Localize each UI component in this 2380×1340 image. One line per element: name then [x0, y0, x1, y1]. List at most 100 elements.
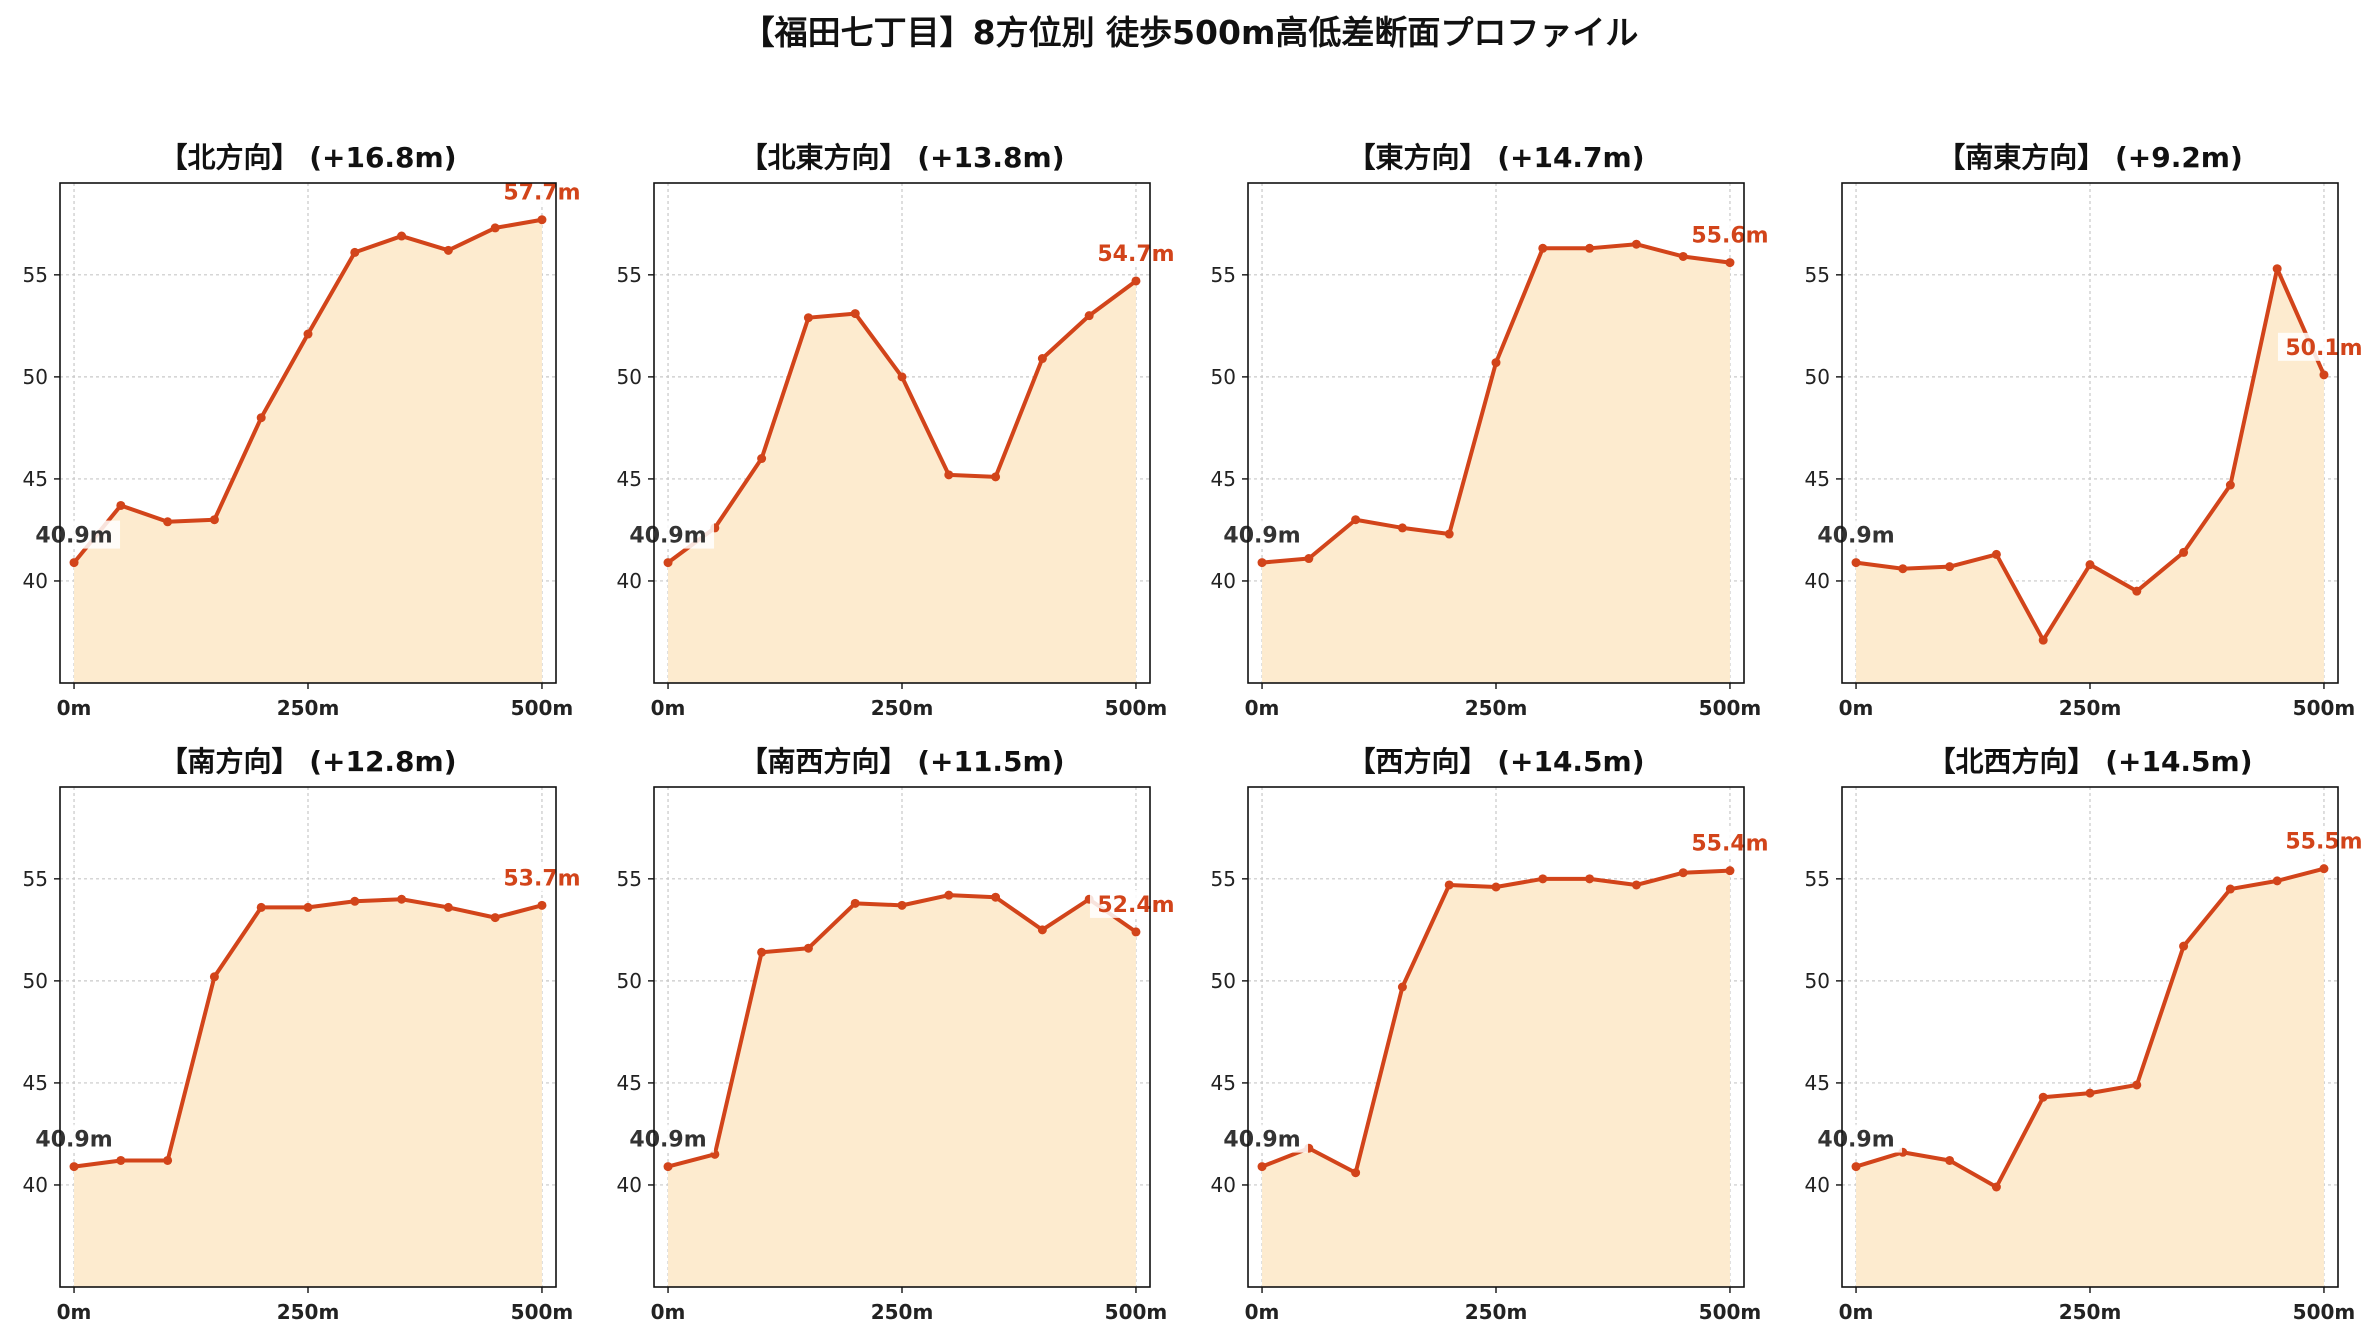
elevation-point: [1945, 1155, 1955, 1165]
x-tick-label: 500m: [2293, 696, 2356, 720]
y-tick-label: 40: [23, 569, 48, 593]
elevation-point: [1257, 558, 1267, 568]
elevation-area: [1262, 244, 1730, 683]
elevation-point: [2085, 560, 2095, 570]
elevation-point: [537, 900, 547, 910]
elevation-point: [1538, 874, 1548, 884]
elevation-point: [2225, 480, 2235, 490]
end-label-bg: [2277, 332, 2360, 361]
elevation-point: [116, 1155, 126, 1165]
elevation-point: [2132, 1080, 2142, 1090]
y-tick-label: 40: [617, 1173, 642, 1197]
elevation-point: [163, 517, 173, 527]
profile-panel: 【南方向】 (+12.8m) 40.9m 53.7m 40 45 50 55 0m 250m 50…: [23, 745, 581, 1324]
end-label: 55.6m: [1691, 224, 1768, 249]
y-tick-label: 40: [1805, 569, 1830, 593]
end-label: 50.1m: [2285, 336, 2362, 361]
y-tick-label: 55: [617, 263, 642, 287]
elevation-point: [1538, 243, 1548, 253]
y-tick-label: 50: [1805, 969, 1830, 993]
elevation-point: [944, 470, 954, 480]
elevation-point: [897, 372, 907, 382]
elevation-point: [443, 902, 453, 912]
start-label-bg: [1226, 1124, 1309, 1153]
profile-panel: 【北方向】 (+16.8m) 40.9m 57.7m 40 45 50 55 0m 250m 50…: [23, 141, 581, 720]
profile-panel: 【北東方向】 (+13.8m) 40.9m 54.7m 40 45 50 55 0m 250m 5…: [617, 141, 1175, 720]
elevation-point: [803, 313, 813, 323]
elevation-point: [350, 247, 360, 257]
y-tick-label: 55: [1805, 263, 1830, 287]
elevation-point: [209, 515, 219, 525]
panel-title: 【北西方向】 (+14.5m): [1927, 745, 2252, 778]
panel-title: 【南方向】 (+12.8m): [159, 745, 456, 778]
x-tick-label: 250m: [871, 696, 934, 720]
profile-panel: 【西方向】 (+14.5m) 40.9m 55.4m 40 45 50 55 0m 250m 50…: [1211, 745, 1769, 1324]
end-label-bg: [2277, 826, 2360, 855]
start-label: 40.9m: [1817, 1128, 1894, 1153]
end-label: 55.4m: [1691, 832, 1768, 857]
elevation-point: [443, 245, 453, 255]
panel-title: 【南東方向】 (+9.2m): [1937, 141, 2243, 174]
y-tick-label: 50: [617, 365, 642, 389]
elevation-point: [1991, 549, 2001, 559]
x-tick-label: 500m: [1105, 1300, 1168, 1324]
elevation-point: [1491, 882, 1501, 892]
elevation-point: [69, 1162, 79, 1172]
end-label: 55.5m: [2285, 830, 2362, 855]
end-label-bg: [1089, 889, 1172, 918]
elevation-point: [1585, 874, 1595, 884]
start-label: 40.9m: [35, 524, 112, 549]
elevation-point: [1945, 562, 1955, 572]
elevation-area: [1856, 868, 2324, 1287]
end-label: 53.7m: [503, 866, 580, 891]
elevation-point: [2272, 264, 2282, 274]
elevation-point: [2179, 547, 2189, 557]
elevation-point: [1304, 554, 1314, 564]
start-label: 40.9m: [1223, 524, 1300, 549]
x-tick-label: 500m: [2293, 1300, 2356, 1324]
y-tick-label: 45: [1805, 1071, 1830, 1095]
elevation-point: [1397, 523, 1407, 533]
end-label: 52.4m: [1097, 893, 1174, 918]
end-label-bg: [1683, 828, 1766, 857]
elevation-point: [163, 1155, 173, 1165]
elevation-point: [397, 894, 407, 904]
elevation-point: [397, 231, 407, 241]
x-tick-label: 250m: [1465, 1300, 1528, 1324]
end-label: 54.7m: [1097, 242, 1174, 267]
elevation-area: [74, 899, 542, 1287]
x-tick-label: 0m: [1245, 696, 1280, 720]
x-tick-label: 500m: [1699, 1300, 1762, 1324]
elevation-point: [1631, 880, 1641, 890]
start-label: 40.9m: [629, 524, 706, 549]
figure-title: 【福田七丁目】8方位別 徒歩500m高低差断面プロファイル: [742, 13, 1639, 52]
y-tick-label: 40: [617, 569, 642, 593]
y-tick-label: 55: [1805, 867, 1830, 891]
elevation-point: [2319, 864, 2329, 874]
elevation-point: [1351, 1168, 1361, 1178]
elevation-point: [1851, 1162, 1861, 1172]
elevation-point: [537, 215, 547, 225]
y-tick-label: 55: [1211, 263, 1236, 287]
elevation-point: [1131, 276, 1141, 286]
panel-title: 【北方向】 (+16.8m): [159, 141, 456, 174]
elevation-area: [1856, 268, 2324, 683]
y-tick-label: 50: [23, 365, 48, 389]
panel-title: 【北東方向】 (+13.8m): [739, 141, 1064, 174]
elevation-point: [490, 223, 500, 233]
elevation-point: [897, 900, 907, 910]
y-tick-label: 55: [617, 867, 642, 891]
y-tick-label: 45: [23, 1071, 48, 1095]
y-tick-label: 45: [1805, 467, 1830, 491]
elevation-point: [1257, 1162, 1267, 1172]
start-label-bg: [1820, 1124, 1903, 1153]
elevation-point: [69, 558, 79, 568]
start-label-bg: [632, 1124, 715, 1153]
elevation-point: [757, 454, 767, 464]
y-tick-label: 55: [23, 867, 48, 891]
x-tick-label: 0m: [651, 1300, 686, 1324]
elevation-point: [2179, 941, 2189, 951]
x-tick-label: 0m: [57, 1300, 92, 1324]
panel-title: 【南西方向】 (+11.5m): [739, 745, 1064, 778]
y-tick-label: 55: [23, 263, 48, 287]
